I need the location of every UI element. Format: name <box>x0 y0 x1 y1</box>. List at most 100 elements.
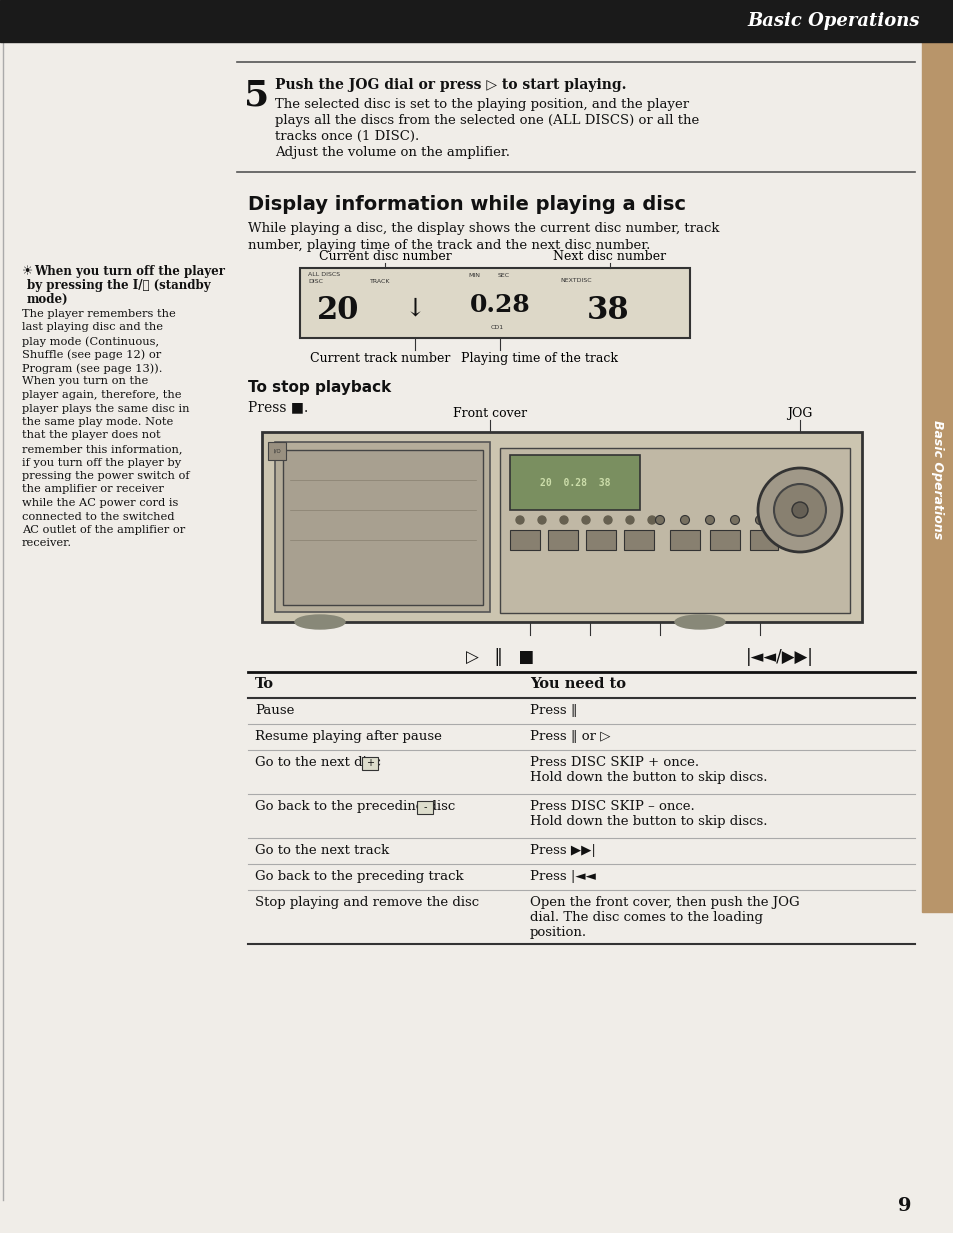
Text: Open the front cover, then push the JOG: Open the front cover, then push the JOG <box>530 896 799 909</box>
Text: 20  0.28  38: 20 0.28 38 <box>539 478 610 488</box>
Text: that the player does not: that the player does not <box>22 430 160 440</box>
Text: The selected disc is set to the playing position, and the player: The selected disc is set to the playing … <box>274 97 688 111</box>
Text: Current disc number: Current disc number <box>318 250 451 263</box>
Text: NEXTDISC: NEXTDISC <box>559 277 591 284</box>
Circle shape <box>647 515 656 524</box>
Text: MIN: MIN <box>468 272 479 277</box>
Text: +: + <box>366 758 375 768</box>
Text: AC outlet of the amplifier or: AC outlet of the amplifier or <box>22 525 185 535</box>
Text: ↓: ↓ <box>404 298 425 321</box>
Text: Playing time of the track: Playing time of the track <box>461 351 618 365</box>
Text: Press DISC SKIP + once.: Press DISC SKIP + once. <box>530 756 699 769</box>
Bar <box>299 268 689 338</box>
Text: Push the JOG dial or press ▷ to start playing.: Push the JOG dial or press ▷ to start pl… <box>274 78 626 92</box>
Text: You need to: You need to <box>530 677 625 690</box>
Text: Front cover: Front cover <box>453 407 526 420</box>
Text: by pressing the I/⏻ (standby: by pressing the I/⏻ (standby <box>27 279 211 292</box>
Bar <box>547 530 578 550</box>
Text: Pause: Pause <box>254 704 294 718</box>
Text: -: - <box>423 801 427 813</box>
Circle shape <box>705 515 714 524</box>
Circle shape <box>679 515 689 524</box>
Text: play mode (Continuous,: play mode (Continuous, <box>22 337 159 346</box>
Text: remember this information,: remember this information, <box>22 444 182 454</box>
Text: TRACK: TRACK <box>370 279 390 284</box>
Text: Press ‖: Press ‖ <box>530 704 577 718</box>
Text: Go to the next disc: Go to the next disc <box>254 756 380 769</box>
Text: CD1: CD1 <box>490 326 503 330</box>
Text: 20: 20 <box>316 295 359 326</box>
Text: player again, therefore, the: player again, therefore, the <box>22 390 181 399</box>
Bar <box>417 801 433 814</box>
Bar <box>921 42 953 912</box>
Bar <box>669 530 700 550</box>
Text: Press DISC SKIP – once.: Press DISC SKIP – once. <box>530 800 694 813</box>
Circle shape <box>537 515 545 524</box>
Bar <box>268 441 286 460</box>
Bar <box>283 450 482 605</box>
Bar <box>262 432 862 621</box>
Text: Press ▶▶|: Press ▶▶| <box>530 845 596 857</box>
Text: Adjust the volume on the amplifier.: Adjust the volume on the amplifier. <box>274 145 510 159</box>
Text: Basic Operations: Basic Operations <box>930 420 943 540</box>
Text: ALL DISCS: ALL DISCS <box>308 272 340 277</box>
Text: Press |◄◄: Press |◄◄ <box>530 870 596 883</box>
Text: 38: 38 <box>586 295 629 326</box>
Text: the same play mode. Note: the same play mode. Note <box>22 417 173 427</box>
Text: When you turn on the: When you turn on the <box>22 376 148 386</box>
Text: Current track number: Current track number <box>310 351 450 365</box>
Text: The player remembers the: The player remembers the <box>22 309 175 319</box>
Text: plays all the discs from the selected one (ALL DISCS) or all the: plays all the discs from the selected on… <box>274 113 699 127</box>
Circle shape <box>603 515 612 524</box>
Circle shape <box>758 469 841 552</box>
Text: SEC: SEC <box>497 272 510 277</box>
Bar <box>749 530 778 550</box>
Text: number, playing time of the track and the next disc number.: number, playing time of the track and th… <box>248 239 650 252</box>
Text: position.: position. <box>530 926 586 940</box>
Text: DISC: DISC <box>308 279 323 284</box>
Text: if you turn off the player by: if you turn off the player by <box>22 457 181 467</box>
Ellipse shape <box>294 615 345 629</box>
Bar <box>0 0 953 42</box>
Bar <box>510 455 639 510</box>
Text: Program (see page 13)).: Program (see page 13)). <box>22 363 162 374</box>
Text: Hold down the button to skip discs.: Hold down the button to skip discs. <box>530 815 767 829</box>
Circle shape <box>791 502 807 518</box>
Circle shape <box>755 515 763 524</box>
Text: mode): mode) <box>27 293 69 306</box>
Circle shape <box>773 485 825 536</box>
Circle shape <box>655 515 664 524</box>
Text: Resume playing after pause: Resume playing after pause <box>254 730 441 743</box>
Text: the amplifier or receiver: the amplifier or receiver <box>22 485 164 494</box>
Text: To stop playback: To stop playback <box>248 380 391 395</box>
Circle shape <box>730 515 739 524</box>
Text: receiver.: receiver. <box>22 539 72 549</box>
Text: player plays the same disc in: player plays the same disc in <box>22 403 190 413</box>
Text: ☀: ☀ <box>22 265 33 277</box>
Bar <box>362 757 378 769</box>
Circle shape <box>625 515 634 524</box>
Text: connected to the switched: connected to the switched <box>22 512 174 522</box>
Bar <box>585 530 616 550</box>
Text: To: To <box>254 677 274 690</box>
Circle shape <box>516 515 523 524</box>
Text: Stop playing and remove the disc: Stop playing and remove the disc <box>254 896 478 909</box>
Bar <box>510 530 539 550</box>
Text: |◄◄/▶▶|: |◄◄/▶▶| <box>745 649 813 666</box>
Text: pressing the power switch of: pressing the power switch of <box>22 471 190 481</box>
Text: last playing disc and the: last playing disc and the <box>22 323 163 333</box>
Text: When you turn off the player: When you turn off the player <box>34 265 225 277</box>
Text: 5: 5 <box>244 78 269 112</box>
Text: while the AC power cord is: while the AC power cord is <box>22 498 178 508</box>
Bar <box>709 530 740 550</box>
Circle shape <box>581 515 589 524</box>
Text: Shuffle (see page 12) or: Shuffle (see page 12) or <box>22 349 161 360</box>
Text: ▷   ‖   ■: ▷ ‖ ■ <box>465 649 534 666</box>
Text: I/O: I/O <box>273 449 280 454</box>
Bar <box>274 441 490 612</box>
Text: Press ■.: Press ■. <box>248 399 308 414</box>
Text: 9: 9 <box>898 1197 911 1215</box>
Text: JOG: JOG <box>786 407 812 420</box>
Text: Display information while playing a disc: Display information while playing a disc <box>248 195 685 215</box>
Text: Hold down the button to skip discs.: Hold down the button to skip discs. <box>530 771 767 784</box>
